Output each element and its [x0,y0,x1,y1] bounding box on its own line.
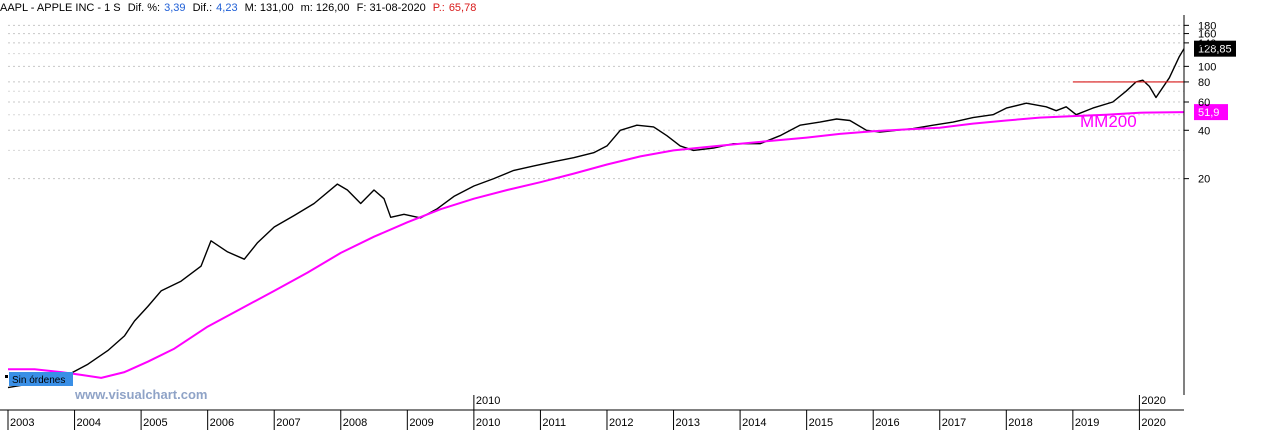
dif-value: 4,23 [216,2,238,14]
x-tick-label: 2020 [1141,417,1165,429]
x-tick-label: 2007 [276,417,300,429]
y-tick-label: 160 [1198,29,1216,41]
x-tick-label: 2010 [476,417,500,429]
y-tick-label: 100 [1198,61,1216,73]
x-tick-label: 2019 [1075,417,1099,429]
x-tick-label: 2008 [343,417,367,429]
x-tick-highlight-label: 2020 [1141,395,1165,407]
p-value: 65,78 [448,2,477,14]
x-tick-label: 2003 [10,417,34,429]
x-tick-label: 2005 [143,417,167,429]
price-series-line [7,48,1185,389]
ma-value-label: 51,9 [1198,107,1219,119]
x-tick-label: 2015 [809,417,833,429]
max-label: M: 131,00 [244,2,294,14]
watermark-text: www.visualchart.com [74,387,207,402]
date-label: F: 31-08-2020 [356,2,426,14]
x-tick-label: 2018 [1008,417,1032,429]
x-tick-highlight-label: 2010 [476,395,500,407]
x-axis: 2003 2004 2005 2006 2007 2008 2009 2010 2010 2011… [0,395,1184,430]
y-tick-label: 80 [1198,77,1210,89]
grid [8,24,1184,180]
x-tick-label: 2009 [409,417,433,429]
chart-header: AAPL - APPLE INC - 1 S Dif. %: 3,39 Dif.:… [0,0,1200,16]
y-tick-label: 40 [1198,125,1210,137]
y-tick-label: 60 [1198,97,1210,109]
ma200-series-line [8,111,1185,379]
dif-pct-label: Dif. %: [127,2,161,14]
orders-badge-marker [5,375,8,378]
series-layer [7,48,1185,389]
overlay-layer: 128,85 51,9 MM200 [1072,40,1236,131]
x-tick-label: 2017 [942,417,966,429]
y-tick-label: 20 [1198,174,1210,186]
x-tick-label: 2014 [742,417,766,429]
last-price-label-bg [1194,40,1236,57]
x-tick-label: 2013 [676,417,700,429]
min-label: m: 126,00 [300,2,350,14]
y-tick-label: 180 [1198,20,1216,32]
x-tick-label: 2012 [609,417,633,429]
y-tick-label: 140 [1198,38,1216,50]
x-tick-label: 2011 [542,417,566,429]
ma-name-label: MM200 [1080,112,1137,131]
orders-badge[interactable]: Sin órdenes [12,375,65,386]
symbol-label: AAPL - APPLE INC - 1 S [0,2,121,14]
dif-label: Dif.: [192,2,213,14]
last-price-label: 128,85 [1198,44,1232,56]
dif-pct-value: 3,39 [164,2,186,14]
p-label: P.: [432,2,445,14]
orders-badge-bg [9,372,73,386]
x-tick-label: 2004 [77,417,101,429]
ma-label-bg [1194,104,1228,121]
x-tick-label: 2006 [210,417,234,429]
x-tick-label: 2016 [875,417,899,429]
